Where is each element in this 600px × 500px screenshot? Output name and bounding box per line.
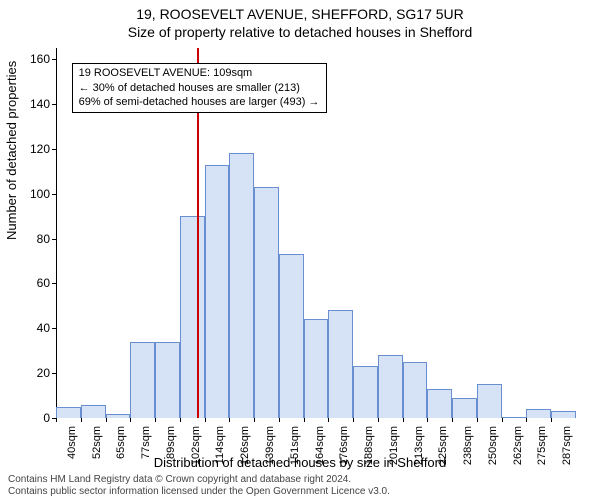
plot-area: 02040608010012014016040sqm52sqm65sqm77sq…: [56, 48, 576, 418]
histogram-bar: [155, 342, 180, 418]
y-tick-label: 80: [37, 232, 50, 246]
y-tick-label: 40: [37, 321, 50, 335]
histogram-bar: [551, 411, 576, 418]
x-tick-mark: [526, 418, 527, 422]
y-tick-mark: [52, 194, 56, 195]
x-tick-mark: [254, 418, 255, 422]
x-tick-mark: [155, 418, 156, 422]
x-tick-mark: [304, 418, 305, 422]
y-tick-mark: [52, 283, 56, 284]
histogram-bar: [353, 366, 378, 418]
y-tick-mark: [52, 104, 56, 105]
histogram-bar: [378, 355, 403, 418]
chart-title-line2: Size of property relative to detached ho…: [0, 24, 600, 40]
histogram-bar: [328, 310, 353, 418]
y-tick-mark: [52, 239, 56, 240]
histogram-bar: [304, 319, 329, 418]
x-axis-label: Distribution of detached houses by size …: [0, 455, 600, 470]
histogram-bar: [180, 216, 205, 418]
x-tick-mark: [180, 418, 181, 422]
chart-title-line1: 19, ROOSEVELT AVENUE, SHEFFORD, SG17 5UR: [0, 6, 600, 22]
x-tick-mark: [130, 418, 131, 422]
x-tick-mark: [551, 418, 552, 422]
y-axis-label: Number of detached properties: [4, 61, 19, 240]
histogram-bar: [502, 417, 527, 418]
info-line3: 69% of semi-detached houses are larger (…: [79, 95, 320, 110]
histogram-bar: [403, 362, 428, 418]
chart-container: 19, ROOSEVELT AVENUE, SHEFFORD, SG17 5UR…: [0, 0, 600, 500]
x-tick-mark: [452, 418, 453, 422]
histogram-bar: [81, 405, 106, 418]
x-tick-mark: [502, 418, 503, 422]
y-tick-mark: [52, 328, 56, 329]
histogram-bar: [229, 153, 254, 418]
plot-inner: 02040608010012014016040sqm52sqm65sqm77sq…: [56, 48, 576, 418]
y-tick-label: 100: [30, 187, 50, 201]
y-tick-label: 20: [37, 366, 50, 380]
histogram-bar: [279, 254, 304, 418]
histogram-bar: [56, 407, 81, 418]
y-tick-label: 0: [43, 411, 50, 425]
x-tick-mark: [353, 418, 354, 422]
histogram-bar: [130, 342, 155, 418]
y-tick-mark: [52, 149, 56, 150]
info-line2: ← 30% of detached houses are smaller (21…: [79, 81, 320, 96]
x-tick-mark: [81, 418, 82, 422]
info-line1: 19 ROOSEVELT AVENUE: 109sqm: [79, 66, 320, 81]
x-tick-mark: [205, 418, 206, 422]
y-tick-label: 160: [30, 52, 50, 66]
x-tick-mark: [106, 418, 107, 422]
footer-line2: Contains public sector information licen…: [8, 486, 592, 498]
y-tick-mark: [52, 59, 56, 60]
x-tick-mark: [279, 418, 280, 422]
y-tick-mark: [52, 373, 56, 374]
y-axis-line: [56, 48, 57, 418]
histogram-bar: [477, 384, 502, 418]
x-tick-mark: [403, 418, 404, 422]
histogram-bar: [526, 409, 551, 418]
x-tick-mark: [56, 418, 57, 422]
y-tick-label: 120: [30, 142, 50, 156]
x-tick-mark: [427, 418, 428, 422]
y-tick-label: 60: [37, 276, 50, 290]
x-tick-mark: [229, 418, 230, 422]
y-tick-label: 140: [30, 97, 50, 111]
histogram-bar: [106, 414, 131, 418]
histogram-bar: [427, 389, 452, 418]
histogram-bar: [205, 165, 230, 418]
footer-line1: Contains HM Land Registry data © Crown c…: [8, 474, 592, 486]
x-tick-mark: [477, 418, 478, 422]
info-box: 19 ROOSEVELT AVENUE: 109sqm← 30% of deta…: [72, 63, 327, 114]
footer-attribution: Contains HM Land Registry data © Crown c…: [8, 474, 592, 498]
histogram-bar: [254, 187, 279, 418]
histogram-bar: [452, 398, 477, 418]
x-tick-mark: [328, 418, 329, 422]
x-tick-mark: [378, 418, 379, 422]
